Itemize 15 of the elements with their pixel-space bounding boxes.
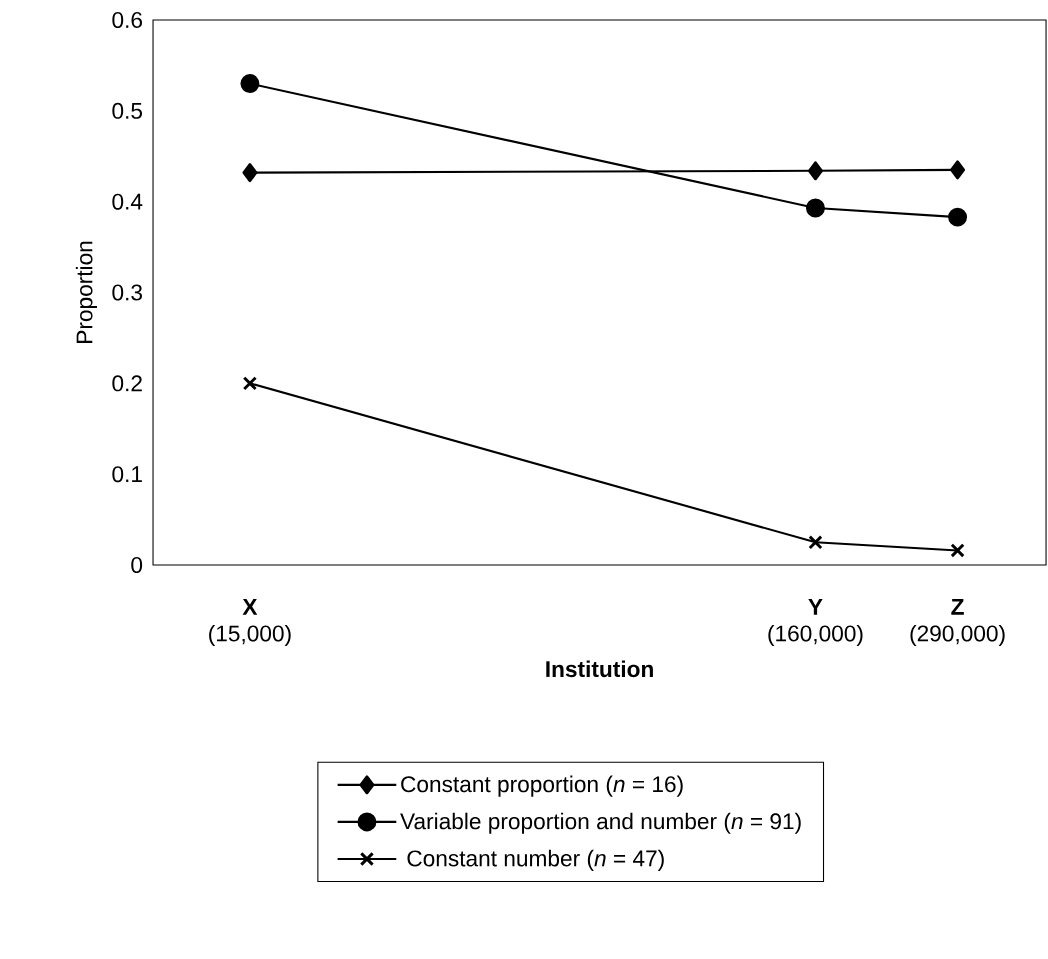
x-axis-title: Institution	[546, 660, 653, 678]
x-tick-label: Z (290,000)	[910, 599, 1005, 646]
y-tick-label: 0.6	[112, 11, 142, 29]
legend-label: Variable proportion and number (n = 91)	[400, 812, 801, 834]
y-tick-label: 0.4	[112, 193, 143, 210]
x-tick-label: Y (160,000)	[768, 599, 863, 646]
y-axis-title: Proportion	[75, 241, 97, 343]
legend-label: Constant proportion (n = 16)	[401, 775, 683, 797]
y-tick-label: 0.5	[112, 102, 143, 119]
legend-label: Constant number (n = 47)	[407, 849, 664, 871]
x-tick-label: X (15,000)	[209, 599, 291, 646]
y-tick-label: 0.3	[112, 284, 142, 301]
y-tick-label: 0.2	[112, 375, 142, 392]
y-tick-label: 0.1	[112, 466, 142, 483]
y-tick-label: 0	[131, 556, 143, 574]
